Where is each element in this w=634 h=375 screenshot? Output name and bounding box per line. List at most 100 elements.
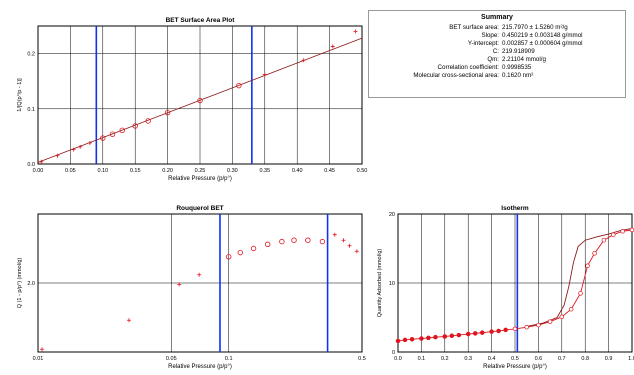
circle-point — [305, 237, 311, 243]
adsorption-point — [449, 333, 455, 339]
chart-title: Isotherm — [501, 205, 529, 212]
summary-row: BET surface area: 215.7970 ± 1.5260 m²/g — [369, 24, 625, 32]
x-tick-label: 0.1 — [418, 356, 426, 362]
summary-value: 0.9998535 — [502, 64, 532, 71]
x-tick-label: 0.35 — [259, 168, 270, 174]
plus-point — [354, 249, 359, 254]
y-tick-label: 20 — [389, 212, 395, 218]
adsorption-point — [629, 227, 634, 233]
adsorption-point — [433, 334, 438, 340]
plus-point — [177, 282, 182, 287]
x-tick-label: 0.45 — [324, 168, 335, 174]
y-tick-label: 0 — [392, 350, 395, 356]
summary-title: Summary — [481, 14, 513, 21]
summary-row: Correlation coefficient: 0.9998535 — [369, 64, 625, 72]
plus-point — [39, 159, 44, 164]
y-tick-label: 0.2 — [27, 52, 35, 58]
summary-label: Molecular cross-sectional area: — [413, 72, 499, 79]
adsorption-point — [585, 263, 590, 269]
x-tick-label: 0.2 — [441, 356, 449, 362]
plus-point — [126, 318, 131, 323]
chart-2: 0.0 0.1 0.2 0.3 0.4 0.5 0.6 0.7 0.8 0.9 1.0 0 10 20 Is… — [377, 205, 634, 370]
adsorption-point — [559, 314, 565, 320]
chart-title: BET Surface Area Plot — [166, 17, 236, 24]
adsorption-curve — [397, 229, 633, 342]
x-tick-label: 0.3 — [464, 356, 472, 362]
summary-value: 2.21104 mmol/g — [502, 56, 546, 63]
adsorption-point — [524, 324, 529, 330]
plus-point — [330, 44, 335, 49]
circle-point — [132, 123, 138, 129]
circle-point — [164, 109, 171, 116]
summary-row: C: 219.918909 — [369, 48, 625, 56]
x-tick-label: 0.20 — [162, 168, 173, 174]
y-tick-label: 0.0 — [27, 162, 35, 168]
y-tick-label: 0.1 — [27, 107, 35, 113]
circle-point — [100, 135, 106, 141]
plus-point — [353, 29, 358, 34]
summary-value: 219.918909 — [502, 48, 535, 55]
summary-value: 0.450219 ± 0.003148 g/mmol — [502, 32, 583, 39]
circle-point — [237, 249, 243, 256]
plus-point — [71, 147, 76, 152]
adsorption-point — [536, 322, 541, 328]
x-tick-label: 0.5 — [358, 356, 366, 362]
circle-point — [291, 237, 297, 243]
summary-row: Y-intercept: 0.002857 ± 0.000604 g/mmol — [369, 40, 625, 48]
summary-value: 0.002857 ± 0.000604 g/mmol — [502, 40, 583, 47]
y-axis-label: 1/[Q(p°/p - 1)] — [17, 78, 23, 112]
plus-point — [347, 243, 352, 248]
x-tick-label: 0.6 — [535, 356, 543, 362]
summary-value: 215.7970 ± 1.5260 m²/g — [502, 24, 568, 31]
y-tick-label: 10 — [389, 281, 395, 287]
adsorption-point — [547, 319, 553, 324]
x-tick-label: 0.00 — [33, 168, 44, 174]
x-tick-label: 0.9 — [605, 356, 613, 362]
summary-label: BET surface area: — [449, 24, 499, 31]
summary-table: BET surface area: 215.7970 ± 1.5260 m²/g S… — [369, 24, 625, 80]
x-tick-label: 0.10 — [97, 168, 108, 174]
x-tick-label: 0.0 — [394, 356, 402, 362]
adsorption-point — [512, 326, 518, 332]
summary-row: Molecular cross-sectional area: 0.1620 nm… — [369, 72, 625, 80]
plus-point — [78, 144, 83, 149]
summary-label: C: — [492, 48, 499, 55]
x-axis-label: Relative Pressure (p/p°) — [168, 364, 232, 370]
chart-0: 0.00 0.05 0.10 0.15 0.20 0.25 0.30 0.35 0.40 0.45… — [17, 17, 367, 182]
summary-value: 0.1620 nm² — [502, 72, 534, 79]
summary-row: Qm: 2.21104 mmol/g — [369, 56, 625, 64]
x-tick-label: 0.5 — [511, 356, 519, 362]
plus-point — [87, 141, 92, 146]
x-axis-label: Relative Pressure (p/p°) — [168, 176, 232, 182]
adsorption-point — [442, 334, 448, 339]
circle-point — [250, 245, 257, 252]
x-tick-label: 0.8 — [581, 356, 589, 362]
adsorption-point — [568, 306, 574, 312]
circle-point — [319, 238, 326, 245]
x-tick-label: 0.25 — [195, 168, 206, 174]
circle-point — [119, 127, 125, 134]
summary-label: Y-intercept: — [467, 40, 499, 47]
adsorption-point — [592, 251, 597, 256]
x-tick-label: 0.1 — [225, 356, 233, 362]
circle-point — [145, 118, 151, 124]
adsorption-point — [409, 336, 415, 342]
y-axis-label: Q (1 - p/p°) (mmol/g) — [17, 258, 23, 309]
plus-point — [262, 72, 267, 77]
adsorption-point — [611, 232, 616, 237]
adsorption-point — [426, 335, 431, 341]
summary-label: Qm: — [487, 56, 499, 63]
adsorption-point — [620, 229, 625, 234]
circle-point — [109, 131, 116, 137]
chart-1: 0.01 0.05 0.1 0.5 2.0 Rouquerol BET Relative P… — [17, 205, 366, 370]
x-tick-label: 0.01 — [33, 356, 44, 362]
summary-label: Slope: — [481, 32, 499, 39]
adsorption-point — [479, 330, 485, 335]
circle-point — [226, 254, 232, 260]
plus-point — [332, 232, 337, 237]
summary-panel: Summary BET surface area: 215.7970 ± 1.52… — [368, 10, 626, 98]
adsorption-point — [456, 332, 462, 338]
plus-point — [341, 238, 346, 243]
circle-point — [279, 238, 285, 245]
